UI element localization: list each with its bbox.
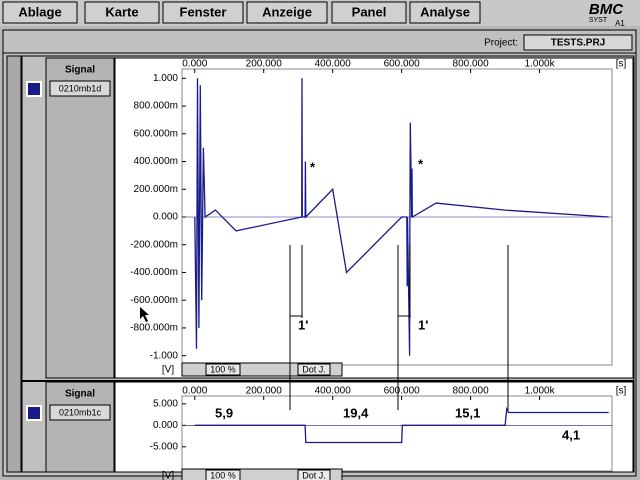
menu-label: Analyse (420, 4, 470, 19)
y-tick-label: 0.000 (153, 420, 178, 431)
plot-area (114, 381, 634, 473)
signal-trace (194, 78, 609, 356)
mode: Dot J. (302, 364, 326, 374)
y-unit: [V] (162, 365, 174, 376)
y-tick-label: -1.000 (150, 350, 179, 361)
y-unit: [V] (162, 471, 174, 480)
annotation: 4,1 (562, 427, 580, 442)
toolbar (181, 468, 343, 480)
menu-label: Fenster (180, 4, 227, 19)
x-unit: [s] (616, 386, 627, 397)
y-tick-label: 1.000 (153, 73, 178, 84)
menu-label: Anzeige (262, 4, 312, 19)
mode-field[interactable] (297, 469, 331, 480)
cursor-lines (289, 245, 509, 410)
mouse-cursor (140, 307, 149, 322)
x-tick-label: 600.000 (384, 59, 421, 70)
x-tick-label: 200.000 (246, 59, 283, 70)
signal-label: Signal (65, 65, 95, 76)
logo-sub: SYST (589, 17, 608, 24)
signal-trace (194, 406, 609, 444)
y-tick-label: -800.000m (130, 323, 178, 334)
plot-area (114, 57, 634, 379)
x-tick-label: 0.000 (182, 386, 207, 397)
y-tick-label: -400.000m (130, 267, 178, 278)
zoom: 100 % (210, 470, 236, 480)
x-tick-label: 600.000 (384, 386, 421, 397)
signal-label: Signal (65, 389, 95, 400)
x-tick-label: 1.000k (525, 59, 556, 70)
x-tick-label: 800.000 (453, 59, 490, 70)
x-tick-label: 1.000k (525, 386, 556, 397)
menu-button[interactable] (2, 1, 78, 24)
menu-button[interactable] (84, 1, 160, 24)
channel-name: 0210mb1c (59, 407, 102, 417)
x-tick-label: 0.000 (182, 59, 207, 70)
y-tick-label: 800.000m (134, 101, 178, 112)
zoom: 100 % (210, 364, 236, 374)
signal-column (45, 57, 115, 379)
left-bar (6, 55, 22, 473)
logo: BMC (589, 1, 624, 18)
annotation: * (310, 159, 316, 174)
y-tick-label: 5.000 (153, 399, 178, 410)
channel-name: 0210mb1d (59, 83, 102, 93)
project-label: Project: (484, 38, 518, 49)
channel-color[interactable] (26, 81, 42, 97)
project-name: TESTS.PRJ (551, 38, 605, 49)
x-tick-label: 200.000 (246, 386, 283, 397)
project-field[interactable] (523, 34, 633, 51)
menu-label: Karte (105, 4, 138, 19)
menu-button[interactable] (409, 1, 481, 24)
mode-field[interactable] (297, 363, 331, 376)
menu-button[interactable] (162, 1, 244, 24)
y-tick-label: -200.000m (130, 239, 178, 250)
annotation: 5,9 (215, 405, 233, 420)
menu-label: Ablage (18, 4, 61, 19)
x-tick-label: 400.000 (315, 59, 352, 70)
channel-button[interactable] (49, 404, 111, 421)
mode: Dot J. (302, 470, 326, 480)
y-tick-label: -600.000m (130, 295, 178, 306)
annotation: * (418, 156, 424, 171)
y-tick-label: 200.000m (134, 184, 178, 195)
annotation: 1' (298, 317, 308, 332)
menu-button[interactable] (331, 1, 407, 24)
y-tick-label: -5.000 (150, 441, 179, 452)
plot-frame (181, 395, 613, 472)
zoom-field[interactable] (205, 469, 241, 480)
annotation: 1' (418, 317, 428, 332)
annotation: 19,4 (343, 405, 369, 420)
annotation: 15,1 (455, 405, 480, 420)
channel-button[interactable] (49, 80, 111, 97)
y-tick-label: 600.000m (134, 128, 178, 139)
y-tick-label: 0.000 (153, 212, 178, 223)
y-tick-label: 400.000m (134, 156, 178, 167)
signal-column (45, 381, 115, 473)
logo-tag: A1 (615, 19, 625, 28)
menu-button[interactable] (246, 1, 328, 24)
x-tick-label: 400.000 (315, 386, 352, 397)
x-tick-label: 800.000 (453, 386, 490, 397)
zoom-field[interactable] (205, 363, 241, 376)
x-unit: [s] (616, 59, 627, 70)
channel-color[interactable] (26, 405, 42, 421)
menu-label: Panel (352, 4, 387, 19)
